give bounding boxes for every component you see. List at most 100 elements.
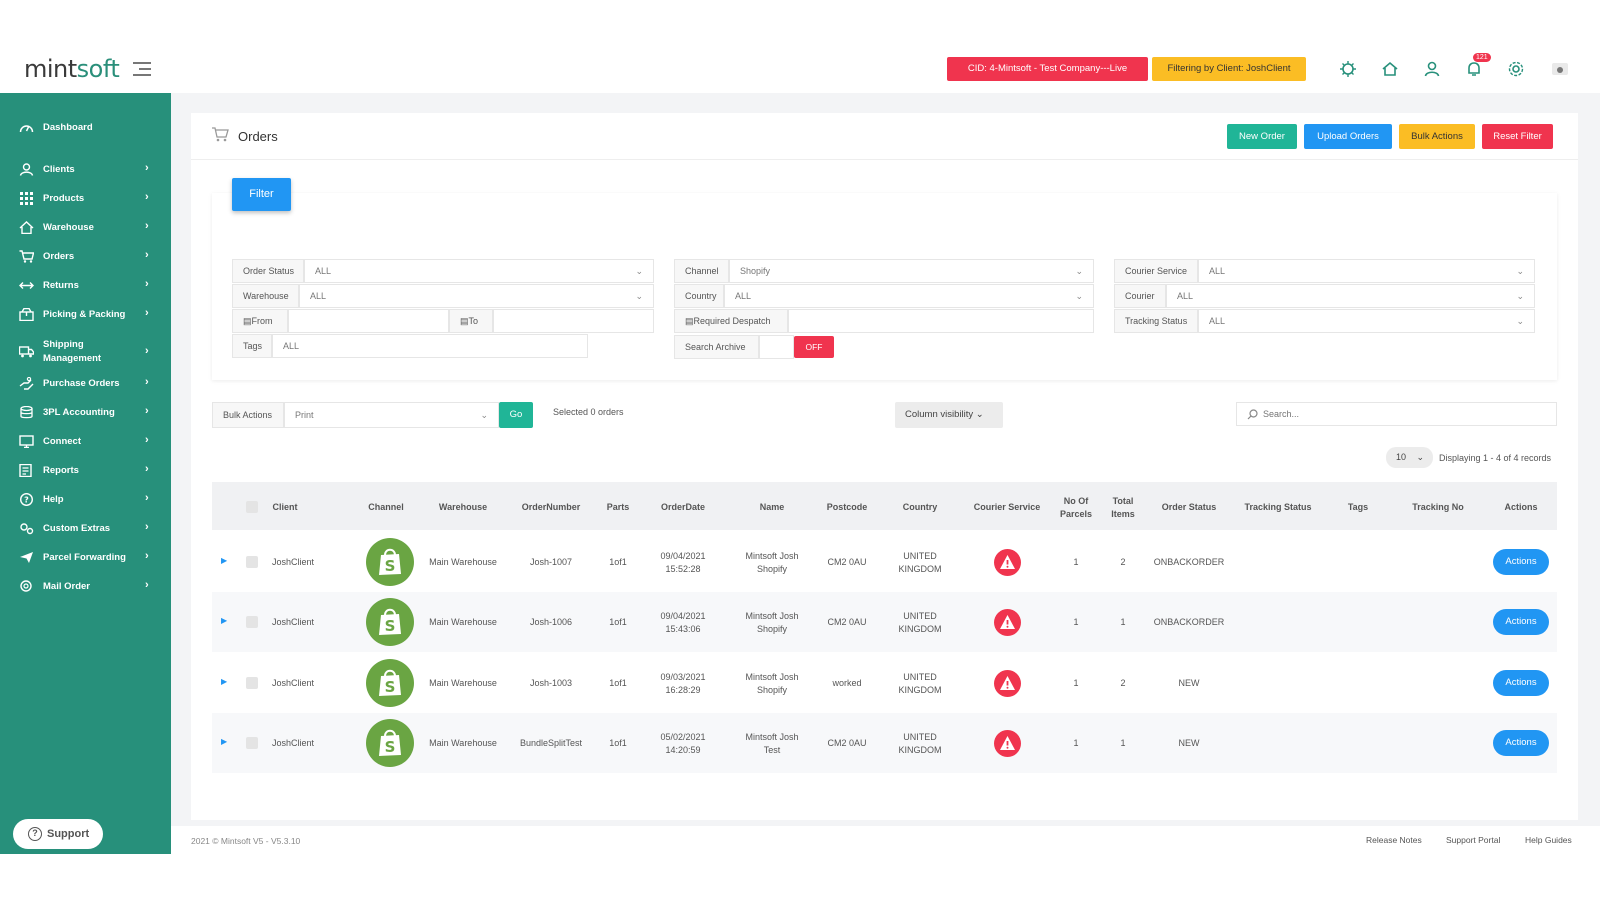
cell-order-number[interactable]: BundleSplitTest (519, 738, 583, 748)
cell-parts: 1of1 (609, 617, 627, 627)
row-checkbox[interactable] (246, 737, 258, 749)
client-filter-badge[interactable]: Filtering by Client: JoshClient (1152, 57, 1306, 81)
sidebar-item-connect[interactable]: Connect › (0, 430, 171, 454)
column-header-name[interactable]: Name (759, 502, 785, 512)
sidebar-item-parcel-forwarding[interactable]: Parcel Forwarding › (0, 546, 171, 570)
column-header-order-number[interactable]: OrderNumber (521, 502, 581, 512)
hamburger-menu-icon[interactable] (133, 62, 151, 76)
courier-service-select[interactable]: ALL ⌄ (1198, 259, 1535, 283)
new-order-button[interactable]: New Order (1227, 124, 1297, 149)
mintsoft-logo[interactable]: mintsoft (24, 55, 120, 83)
column-header-no-of-parcels[interactable]: No Of Parcels (1052, 495, 1100, 521)
mail-order-icon (20, 580, 32, 592)
cell-country: UNITED KINGDOM (885, 550, 955, 576)
sidebar-item-shipping-management[interactable]: Shipping Management › (0, 338, 171, 366)
home-icon[interactable] (1381, 60, 1399, 78)
cell-order-number[interactable]: Josh-1007 (529, 557, 573, 567)
column-header-tracking-no[interactable]: Tracking No (1412, 502, 1464, 512)
column-header-order-date[interactable]: OrderDate (660, 502, 705, 512)
column-header-client[interactable]: Client (272, 502, 298, 512)
warning-icon[interactable] (994, 670, 1021, 697)
sidebar-item-returns[interactable]: Returns › (0, 274, 171, 298)
tags-input[interactable]: ALL (272, 334, 588, 358)
sidebar-item-dashboard[interactable]: Dashboard (0, 116, 171, 140)
row-checkbox[interactable] (246, 616, 258, 628)
sidebar-item-warehouse[interactable]: Warehouse › (0, 216, 171, 240)
support-portal-link[interactable]: Support Portal (1446, 835, 1501, 845)
column-header-tracking-status[interactable]: Tracking Status (1244, 502, 1312, 512)
order-status-select[interactable]: ALL ⌄ (304, 259, 654, 283)
tags-label: Tags (232, 334, 272, 358)
tracking-status-select[interactable]: ALL ⌄ (1198, 309, 1535, 333)
upload-orders-button[interactable]: Upload Orders (1304, 124, 1392, 149)
release-notes-link[interactable]: Release Notes (1366, 835, 1422, 845)
warning-icon[interactable] (994, 730, 1021, 757)
row-checkbox[interactable] (246, 677, 258, 689)
warning-icon[interactable] (994, 609, 1021, 636)
row-actions-button[interactable]: Actions (1493, 549, 1549, 575)
bulk-actions-select[interactable]: Print ⌄ (284, 402, 499, 428)
search-input[interactable] (1263, 406, 1543, 422)
avatar-icon[interactable] (1551, 60, 1569, 78)
expand-row-icon[interactable]: ▶ (221, 677, 228, 686)
column-header-tags[interactable]: Tags (1347, 502, 1369, 512)
filter-button[interactable]: Filter (232, 178, 291, 211)
sidebar-item-3pl-accounting[interactable]: 3PL Accounting › (0, 401, 171, 425)
row-actions-button[interactable]: Actions (1493, 730, 1549, 756)
sidebar-item-purchase-orders[interactable]: Purchase Orders › (0, 372, 171, 396)
warehouse-select[interactable]: ALL ⌄ (299, 284, 654, 308)
column-header-courier-service[interactable]: Courier Service (973, 502, 1041, 512)
search-archive-toggle[interactable]: OFF (794, 336, 834, 358)
expand-row-icon[interactable]: ▶ (221, 737, 228, 746)
bulk-actions-button[interactable]: Bulk Actions (1399, 124, 1475, 149)
virus-icon[interactable] (1339, 60, 1357, 78)
select-all-checkbox[interactable] (246, 501, 258, 513)
cid-badge[interactable]: CID: 4-Mintsoft - Test Company---Live (947, 57, 1148, 81)
sidebar-item-reports[interactable]: Reports › (0, 459, 171, 483)
column-header-channel[interactable]: Channel (368, 502, 404, 512)
bell-icon[interactable] (1465, 60, 1483, 78)
row-checkbox[interactable] (246, 556, 258, 568)
table-row[interactable] (212, 592, 1557, 652)
expand-row-icon[interactable]: ▶ (221, 616, 228, 625)
column-header-country[interactable]: Country (902, 502, 938, 512)
cell-line: KINGDOM (898, 624, 942, 634)
table-row[interactable] (212, 713, 1557, 773)
to-date-input[interactable] (493, 309, 654, 333)
column-header-total-items[interactable]: Total Items (1100, 495, 1146, 521)
column-header-postcode[interactable]: Postcode (826, 502, 868, 512)
row-actions-button[interactable]: Actions (1493, 670, 1549, 696)
sidebar-item-mail-order[interactable]: Mail Order › (0, 575, 171, 599)
sidebar-item-custom-extras[interactable]: Custom Extras › (0, 517, 171, 541)
sidebar-item-help[interactable]: ? Help › (0, 488, 171, 512)
settings-icon[interactable] (1507, 60, 1525, 78)
user-icon[interactable] (1423, 60, 1441, 78)
column-header-parts[interactable]: Parts (606, 502, 630, 512)
cell-order-number[interactable]: Josh-1003 (529, 678, 573, 688)
sidebar-item-clients[interactable]: Clients › (0, 158, 171, 182)
column-header-warehouse[interactable]: Warehouse (438, 502, 488, 512)
reset-filter-button[interactable]: Reset Filter (1482, 124, 1553, 149)
support-button[interactable]: ? Support (13, 819, 103, 849)
help-guides-link[interactable]: Help Guides (1525, 835, 1572, 845)
sidebar-item-orders[interactable]: Orders › (0, 245, 171, 269)
expand-row-icon[interactable]: ▶ (221, 556, 228, 565)
warning-icon[interactable] (994, 549, 1021, 576)
chevron-down-icon: ⌄ (1516, 316, 1524, 326)
column-visibility-button[interactable]: Column visibility ⌄ (895, 402, 1003, 428)
country-select[interactable]: ALL ⌄ (724, 284, 1094, 308)
search-box[interactable] (1236, 402, 1557, 426)
column-header-actions[interactable]: Actions (1504, 502, 1538, 512)
sidebar-item-picking-packing[interactable]: Picking & Packing › (0, 303, 171, 327)
cell-order-number[interactable]: Josh-1006 (529, 617, 573, 627)
column-header-order-status[interactable]: Order Status (1161, 502, 1217, 512)
go-button[interactable]: Go (499, 402, 533, 428)
row-actions-button[interactable]: Actions (1493, 609, 1549, 635)
page-size-select[interactable]: 10 ⌄ (1386, 447, 1433, 468)
channel-select[interactable]: Shopify ⌄ (729, 259, 1094, 283)
sidebar-item-products[interactable]: Products › (0, 187, 171, 211)
hand-icon (19, 377, 34, 390)
required-despatch-input[interactable] (788, 309, 1094, 333)
from-date-input[interactable] (288, 309, 449, 333)
courier-select[interactable]: ALL ⌄ (1166, 284, 1535, 308)
